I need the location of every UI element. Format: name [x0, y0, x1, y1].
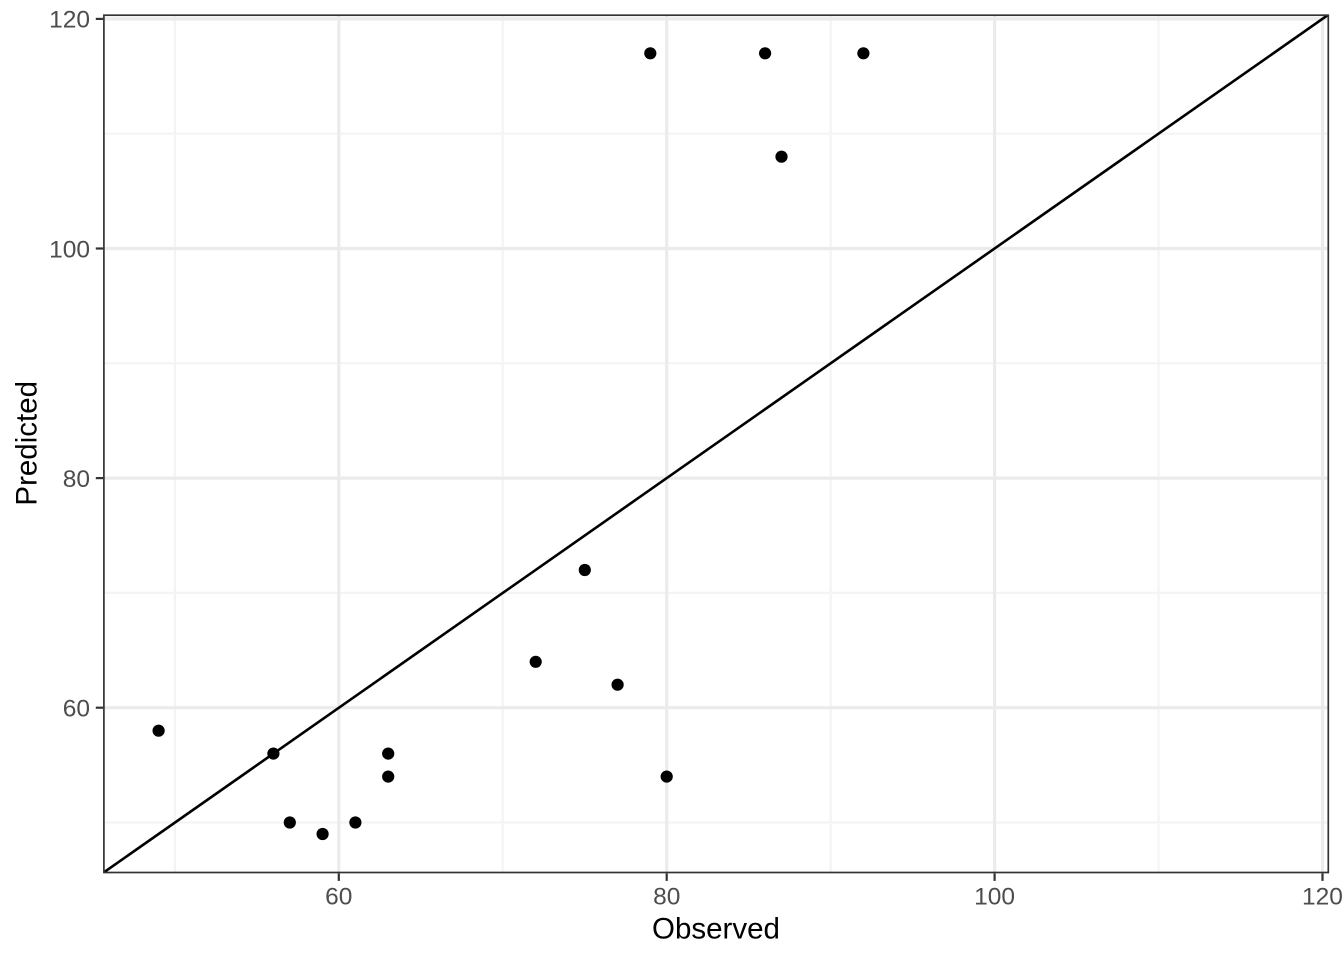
svg-text:120: 120	[1302, 883, 1343, 910]
svg-text:80: 80	[63, 466, 90, 493]
svg-text:80: 80	[653, 883, 680, 910]
svg-text:100: 100	[49, 236, 90, 263]
svg-text:60: 60	[63, 696, 90, 723]
svg-text:120: 120	[49, 7, 90, 34]
svg-text:100: 100	[974, 883, 1015, 910]
svg-text:Observed: Observed	[652, 913, 780, 946]
svg-text:Predicted: Predicted	[11, 381, 44, 506]
svg-text:60: 60	[325, 883, 352, 910]
